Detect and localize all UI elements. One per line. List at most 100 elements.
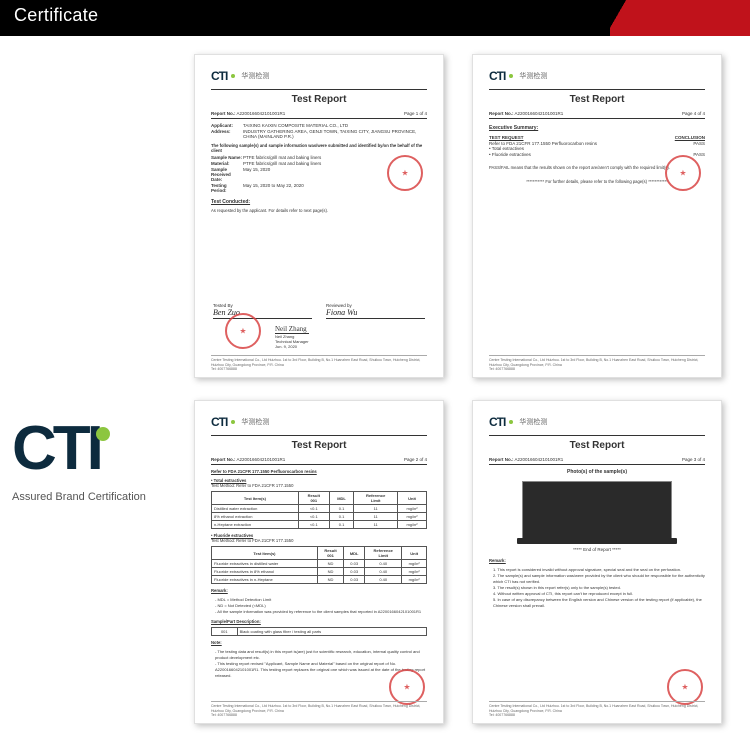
footer-tel: Tel: 4007766888 <box>211 713 427 717</box>
td: mg/in² <box>398 521 427 529</box>
divider <box>489 118 705 119</box>
td: 0.40 <box>365 568 402 576</box>
table-row: Fluoride extractives in 8% ethanolND0.03… <box>212 568 427 576</box>
manager-date: Jun. 9, 2020 <box>275 344 309 349</box>
doc-header: CTI 华测检测 <box>211 69 427 83</box>
conc: PASS <box>693 141 705 151</box>
th: Result 001 <box>298 492 329 505</box>
doc-logo-text: CTI <box>489 69 505 83</box>
stamp-icon: ★ <box>667 669 703 705</box>
remark-h: Remark: <box>211 588 228 593</box>
th: Reference Limit <box>354 492 398 505</box>
remark-h: Remark: <box>489 558 506 563</box>
doc-header: CTI 华测检测 <box>211 415 427 429</box>
th-request: TEST REQUEST <box>489 135 524 140</box>
th: Result 001 <box>317 547 343 560</box>
report-no-row: Report No.: A2200166042101001R1 Page 3 o… <box>489 457 705 462</box>
page-title: Certificate <box>14 5 98 26</box>
header-accent <box>610 0 750 36</box>
doc-logo-text: CTI <box>211 69 227 83</box>
intro-text: The following sample(s) and sample infor… <box>211 143 427 155</box>
table-row: Fluoride extractives in distilled waterN… <box>212 560 427 568</box>
divider <box>211 89 427 90</box>
td: <0.1 <box>298 513 329 521</box>
divider <box>489 435 705 436</box>
th: Unit <box>398 492 427 505</box>
report-no: A2200166042101001R1 <box>515 111 564 116</box>
doc-title: Test Report <box>489 94 705 105</box>
footer-addr: Centre Testing International Co., Ltd Hu… <box>489 704 705 712</box>
footer-tel: Tel: 4007766888 <box>489 713 705 717</box>
req: • Fluoride extractives <box>489 152 531 157</box>
table-row: n-Heptane extraction<0.10.111mg/in² <box>212 521 427 529</box>
td: Fluoride extractives in n-Heptane <box>212 576 318 584</box>
td: 11 <box>354 505 398 513</box>
stamp-icon: ★ <box>225 313 261 349</box>
signature-1: Ben Zuo <box>213 308 312 319</box>
field-label: Material: <box>211 161 243 166</box>
td: mg/in² <box>398 505 427 513</box>
logo-text: CTI <box>12 421 100 477</box>
exec-summary-h: Executive Summary: <box>489 125 705 131</box>
td: ND <box>317 560 343 568</box>
summary-row: • Fluoride extractivesPASS <box>489 152 705 157</box>
page-indicator: Page 4 of 4 <box>682 111 705 116</box>
divider <box>211 435 427 436</box>
footer-tel: Tel: 4007766888 <box>211 367 427 371</box>
sec1-method: Test Method: Refer to FDA 21CFR 177.1550 <box>211 483 293 488</box>
req: Refer to FDA 21CFR 177.1550 Perfluorocar… <box>489 141 597 151</box>
th-conclusion: CONCLUSION <box>675 135 705 140</box>
results-table-2: Test Item(s)Result 001MDLReference Limit… <box>211 546 427 584</box>
doc-logo-dot-icon <box>231 74 235 78</box>
doc-logo-dot-icon <box>231 420 235 424</box>
td: n-Heptane extraction <box>212 521 299 529</box>
footer-tel: Tel: 4007766888 <box>489 367 705 371</box>
th: MDL <box>329 492 354 505</box>
field-value: TAIXING KAIXIN COMPOSITE MATERIAL CO., L… <box>243 123 427 128</box>
doc-header: CTI 华测检测 <box>489 415 705 429</box>
manager-block: Neil Zhang Neil Zhang Technical Manager … <box>275 325 309 349</box>
doc-logo-cn: 华测检测 <box>241 71 269 81</box>
doc-page-3: CTI 华测检测 Test Report Report No.: A220016… <box>472 400 722 724</box>
td: 11 <box>354 521 398 529</box>
part-desc: Black coating with glass fiber / testing… <box>237 628 426 636</box>
doc-logo-dot-icon <box>509 74 513 78</box>
report-no: A2200166042101001R1 <box>515 457 564 462</box>
th: Unit <box>402 547 427 560</box>
test-conducted: As requested by the applicant. For detai… <box>211 208 427 214</box>
td: ND <box>317 576 343 584</box>
field-label: Sample Name: <box>211 155 243 160</box>
divider <box>211 464 427 465</box>
td: <0.1 <box>298 521 329 529</box>
td: 0.1 <box>329 505 354 513</box>
ref-heading: Refer to FDA 21CFR 177.1550 Perfluorocar… <box>211 469 317 474</box>
doc-logo-cn: 华测检测 <box>519 71 547 81</box>
list-item: 2. The sample(s) and sample information … <box>493 573 705 585</box>
doc-logo-cn: 华测检测 <box>519 417 547 427</box>
td: 0.03 <box>344 560 365 568</box>
doc-footer: Centre Testing International Co., Ltd Hu… <box>211 355 427 371</box>
footer-addr: Centre Testing International Co., Ltd Hu… <box>211 704 427 712</box>
stamp-icon: ★ <box>387 155 423 191</box>
sec2-method: Test Method: Refer to FDA 21CFR 177.1550 <box>211 538 293 543</box>
report-no-row: Report No.: A2200166042101001R1 Page 2 o… <box>211 457 427 462</box>
report-label: Report No.: <box>489 111 514 116</box>
td: Fluoride extractives in distilled water <box>212 560 318 568</box>
doc-logo-cn: 华测检测 <box>241 417 269 427</box>
doc-page-1: CTI 华测检测 Test Report Report No.: A220016… <box>194 54 444 378</box>
stamp-icon: ★ <box>665 155 701 191</box>
field-row: Address:INDUSTRY GATHERING AREA, GENJI T… <box>211 129 427 139</box>
td: mg/in² <box>402 560 427 568</box>
part-desc-h: Sample/Part Description: <box>211 619 261 624</box>
td: Distilled water extraction <box>212 505 299 513</box>
page-indicator: Page 2 of 4 <box>404 457 427 462</box>
doc-logo-text: CTI <box>489 415 505 429</box>
report-label: Report No.: <box>211 457 236 462</box>
summary-header: TEST REQUEST CONCLUSION <box>489 135 705 140</box>
field-value: INDUSTRY GATHERING AREA, GENJI TOWN, TAI… <box>243 129 427 139</box>
logo-block: CTI Assured Brand Certification <box>12 421 182 503</box>
part-table: 001Black coating with glass fiber / test… <box>211 627 427 636</box>
list-item: - All the sample information was provide… <box>215 609 427 615</box>
divider <box>489 464 705 465</box>
table-row: 8% ethanol extraction<0.10.111mg/in² <box>212 513 427 521</box>
